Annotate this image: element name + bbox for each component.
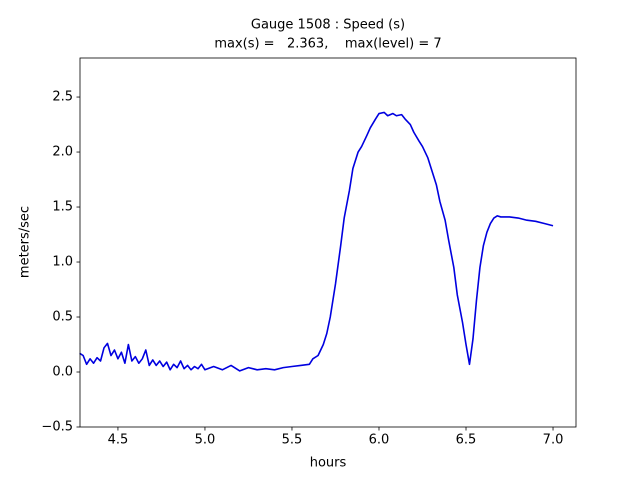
chart-subtitle: max(s) = 2.363, max(level) = 7: [214, 37, 441, 52]
y-tick-label: −0.5: [41, 420, 73, 435]
plot-frame: [79, 57, 577, 428]
x-tick-label: 6.5: [456, 433, 477, 448]
y-tick-label: 2.0: [52, 145, 73, 160]
x-tick-label: 6.0: [369, 433, 390, 448]
x-tick-label: 4.5: [108, 433, 129, 448]
x-tick-label: 5.0: [195, 433, 216, 448]
chart-title: Gauge 1508 : Speed (s): [251, 18, 405, 33]
x-axis-label: hours: [310, 456, 347, 471]
data-line: [79, 111, 554, 372]
y-tick-label: 2.5: [52, 90, 73, 105]
x-tick-label: 7.0: [543, 433, 564, 448]
x-tick-label: 5.5: [282, 433, 303, 448]
y-axis-label: meters/sec: [18, 206, 33, 278]
y-tick-label: 0.0: [52, 365, 73, 380]
y-tick-label: 0.5: [52, 310, 73, 325]
y-tick-label: 1.5: [52, 200, 73, 215]
y-tick-label: 1.0: [52, 255, 73, 270]
